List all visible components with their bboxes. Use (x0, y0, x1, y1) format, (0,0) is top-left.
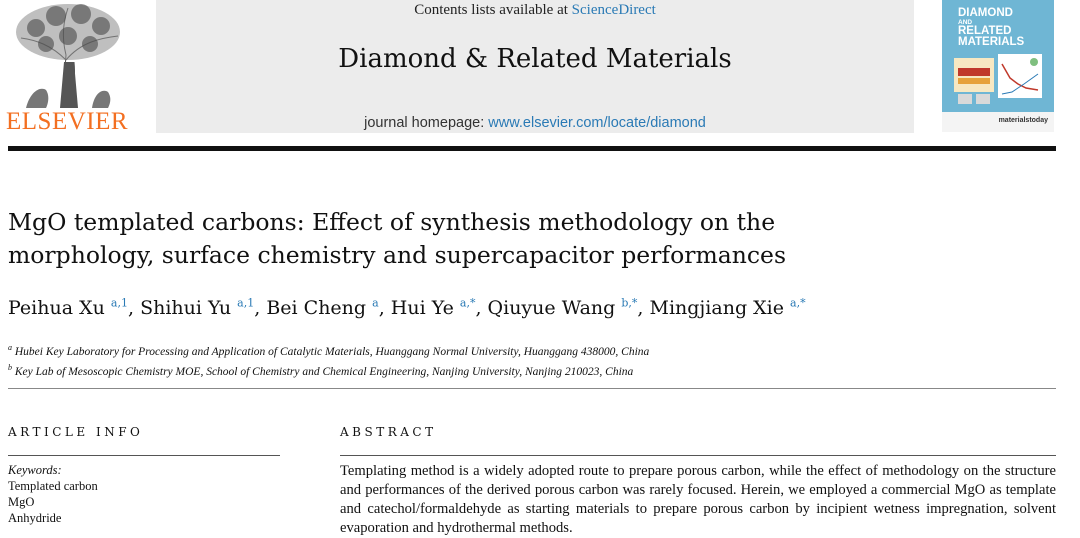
author-name: Mingjiang Xie (649, 297, 784, 320)
journal-homepage-line: journal homepage: www.elsevier.com/locat… (156, 115, 914, 131)
cover-line-2: AND (958, 19, 973, 26)
abstract-text: Templating method is a widely adopted ro… (340, 463, 1056, 536)
article-title: MgO templated carbons: Effect of synthes… (8, 206, 1048, 272)
article-info-rule (8, 455, 280, 456)
affiliation-text: Key Lab of Mesoscopic Chemistry MOE, Sch… (14, 365, 634, 378)
cover-footer: materialstoday (942, 112, 1054, 132)
elsevier-logo[interactable]: ELSEVIER (2, 0, 134, 136)
header-rule (8, 146, 1056, 151)
author[interactable]: Shihui Yu a,1, (140, 297, 266, 319)
article-info-heading: ARTICLE INFO (8, 425, 144, 439)
keywords-block: Keywords: Templated carbon MgO Anhydride (8, 462, 278, 526)
author[interactable]: Bei Cheng a, (266, 297, 390, 319)
sciencedirect-link[interactable]: ScienceDirect (571, 2, 656, 18)
cover-graphic (954, 54, 1042, 104)
affiliation-mark: a (8, 343, 12, 352)
affiliations: a Hubei Key Laboratory for Processing an… (8, 340, 1048, 380)
author-name: Hui Ye (390, 297, 454, 320)
article-title-line-1: MgO templated carbons: Effect of synthes… (8, 208, 776, 236)
author-name: Qiuyue Wang (487, 297, 616, 320)
keywords-label: Keywords: (8, 463, 62, 477)
author-affiliation-mark[interactable]: a,* (790, 297, 806, 310)
contents-prefix: Contents lists available at (414, 2, 572, 18)
author[interactable]: Qiuyue Wang b,*, (488, 297, 650, 319)
cover-line-4: MATERIALS (958, 36, 1025, 48)
author[interactable]: Hui Ye a,*, (391, 297, 488, 319)
journal-title: Diamond & Related Materials (338, 44, 732, 74)
keyword: Anhydride (8, 511, 62, 525)
cover-title: DIAMOND AND RELATED MATERIALS (958, 7, 1052, 48)
journal-homepage-link[interactable]: www.elsevier.com/locate/diamond (488, 115, 706, 131)
affiliation-mark: b (8, 362, 12, 372)
elsevier-tree-icon (6, 0, 132, 108)
author-name: Shihui Yu (140, 297, 232, 320)
journal-cover[interactable]: DIAMOND AND RELATED MATERIALS materialst… (942, 0, 1054, 132)
author-affiliation-mark[interactable]: a,* (459, 297, 476, 310)
author[interactable]: Mingjiang Xie a,* (649, 297, 805, 319)
author-list: Peihua Xu a,1, Shihui Yu a,1, Bei Cheng … (8, 297, 1048, 319)
journal-masthead: Contents lists available at ScienceDirec… (156, 0, 914, 133)
publisher-name: ELSEVIER (6, 108, 129, 135)
abstract-rule (340, 455, 1056, 456)
author-separator: , (637, 297, 650, 320)
affiliation-text: Hubei Key Laboratory for Processing and … (14, 345, 650, 358)
author-affiliation-mark[interactable]: a,1 (237, 297, 255, 310)
author[interactable]: Peihua Xu a,1, (8, 297, 140, 319)
affiliation: b Key Lab of Mesoscopic Chemistry MOE, S… (8, 360, 1048, 380)
author-separator: , (127, 297, 141, 320)
author-name: Bei Cheng (266, 297, 367, 320)
abstract-heading: ABSTRACT (340, 425, 437, 439)
cover-line-1: DIAMOND (958, 7, 1013, 19)
author-affiliation-mark[interactable]: b,* (621, 297, 638, 310)
cover-line-3: RELATED (958, 25, 1012, 37)
author-name: Peihua Xu (8, 297, 105, 320)
keyword: Templated carbon (8, 479, 98, 493)
article-title-line-2: morphology, surface chemistry and superc… (8, 241, 787, 269)
contents-line: Contents lists available at ScienceDirec… (156, 2, 914, 19)
cover-brand: materialstoday (998, 117, 1048, 124)
keyword: MgO (8, 495, 35, 509)
section-divider (8, 388, 1056, 389)
author-separator: , (475, 297, 488, 320)
author-affiliation-mark[interactable]: a (372, 297, 379, 310)
author-separator: , (378, 297, 391, 320)
author-separator: , (254, 297, 267, 320)
homepage-prefix: journal homepage: (364, 115, 489, 131)
affiliation: a Hubei Key Laboratory for Processing an… (8, 340, 1048, 360)
author-affiliation-mark[interactable]: a,1 (110, 297, 128, 310)
